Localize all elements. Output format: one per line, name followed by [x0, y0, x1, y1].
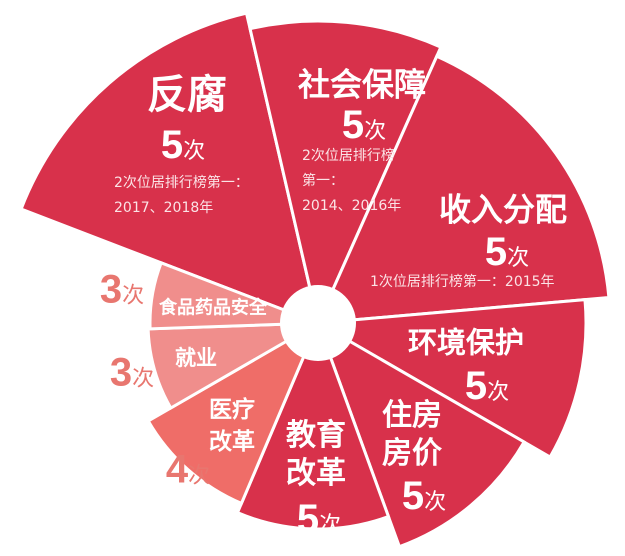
sector-5	[235, 318, 391, 531]
value-number: 5	[296, 497, 320, 541]
value-number: 4	[165, 447, 189, 492]
note-line: 2014、2016年	[302, 198, 402, 214]
note-social-security: 2次位居排行榜 第一： 2014、2016年	[302, 144, 401, 219]
value-number: 5	[464, 364, 488, 408]
label-employment: 就业	[175, 345, 217, 370]
sector-0	[19, 11, 321, 326]
label-line: 医疗	[209, 397, 255, 423]
label-healthcare: 医疗 改革	[209, 394, 255, 458]
label-line: 改革	[209, 429, 255, 455]
label-line: 教育	[286, 418, 346, 453]
sector-2	[315, 54, 611, 325]
value-healthcare: 4次	[166, 448, 210, 493]
value-number: 5	[484, 230, 508, 274]
value-number: 5	[160, 123, 184, 167]
value-housing: 5次	[402, 473, 446, 519]
unit: 次	[507, 246, 530, 271]
note-income-distribution: 1次位居排行榜第一：2015年	[370, 270, 555, 295]
value-anticorruption: 5次	[161, 122, 205, 168]
value-number: 5	[341, 103, 365, 147]
note-line: 2次位居排行榜	[302, 148, 395, 164]
unit: 次	[188, 463, 211, 489]
unit: 次	[319, 513, 342, 538]
sector-8	[148, 260, 319, 331]
unit: 次	[122, 283, 145, 309]
unit: 次	[183, 139, 206, 164]
note-anticorruption: 2次位居排行榜第一： 2017、2018年	[114, 171, 249, 221]
label-social-security: 社会保障	[297, 65, 427, 104]
value-food-drug-safety: 3次	[100, 268, 144, 313]
sector-6	[146, 319, 322, 506]
note-line: 2017、2018年	[114, 200, 214, 216]
value-income-distribution: 5次	[485, 229, 529, 275]
sector-7	[146, 321, 319, 411]
label-line: 住房	[382, 398, 442, 433]
unit: 次	[487, 380, 510, 405]
note-line: 2次位居排行榜第一：	[114, 175, 249, 191]
sector-1	[248, 19, 443, 328]
value-education: 5次	[297, 496, 341, 542]
note-line: 1次位居排行榜第一：2015年	[370, 274, 555, 290]
unit: 次	[132, 366, 155, 392]
value-number: 5	[401, 474, 425, 518]
value-number: 3	[99, 267, 123, 312]
label-housing: 住房 房价	[382, 397, 442, 473]
unit: 次	[424, 490, 447, 515]
sector-3	[313, 298, 588, 460]
label-line: 改革	[286, 456, 346, 491]
label-anticorruption: 反腐	[147, 72, 227, 118]
center-hole	[280, 285, 356, 361]
label-environment: 环境保护	[407, 325, 525, 360]
unit: 次	[364, 119, 387, 144]
label-education: 教育 改革	[286, 417, 346, 493]
label-income-distribution: 收入分配	[438, 190, 568, 229]
label-line: 房价	[382, 436, 442, 471]
value-employment: 3次	[110, 351, 154, 396]
value-social-security: 5次	[342, 102, 386, 148]
label-food-drug-safety: 食品药品安全	[159, 297, 267, 319]
sector-4	[315, 319, 527, 549]
note-line: 第一：	[302, 173, 344, 189]
value-environment: 5次	[465, 363, 509, 409]
value-number: 3	[109, 350, 133, 395]
